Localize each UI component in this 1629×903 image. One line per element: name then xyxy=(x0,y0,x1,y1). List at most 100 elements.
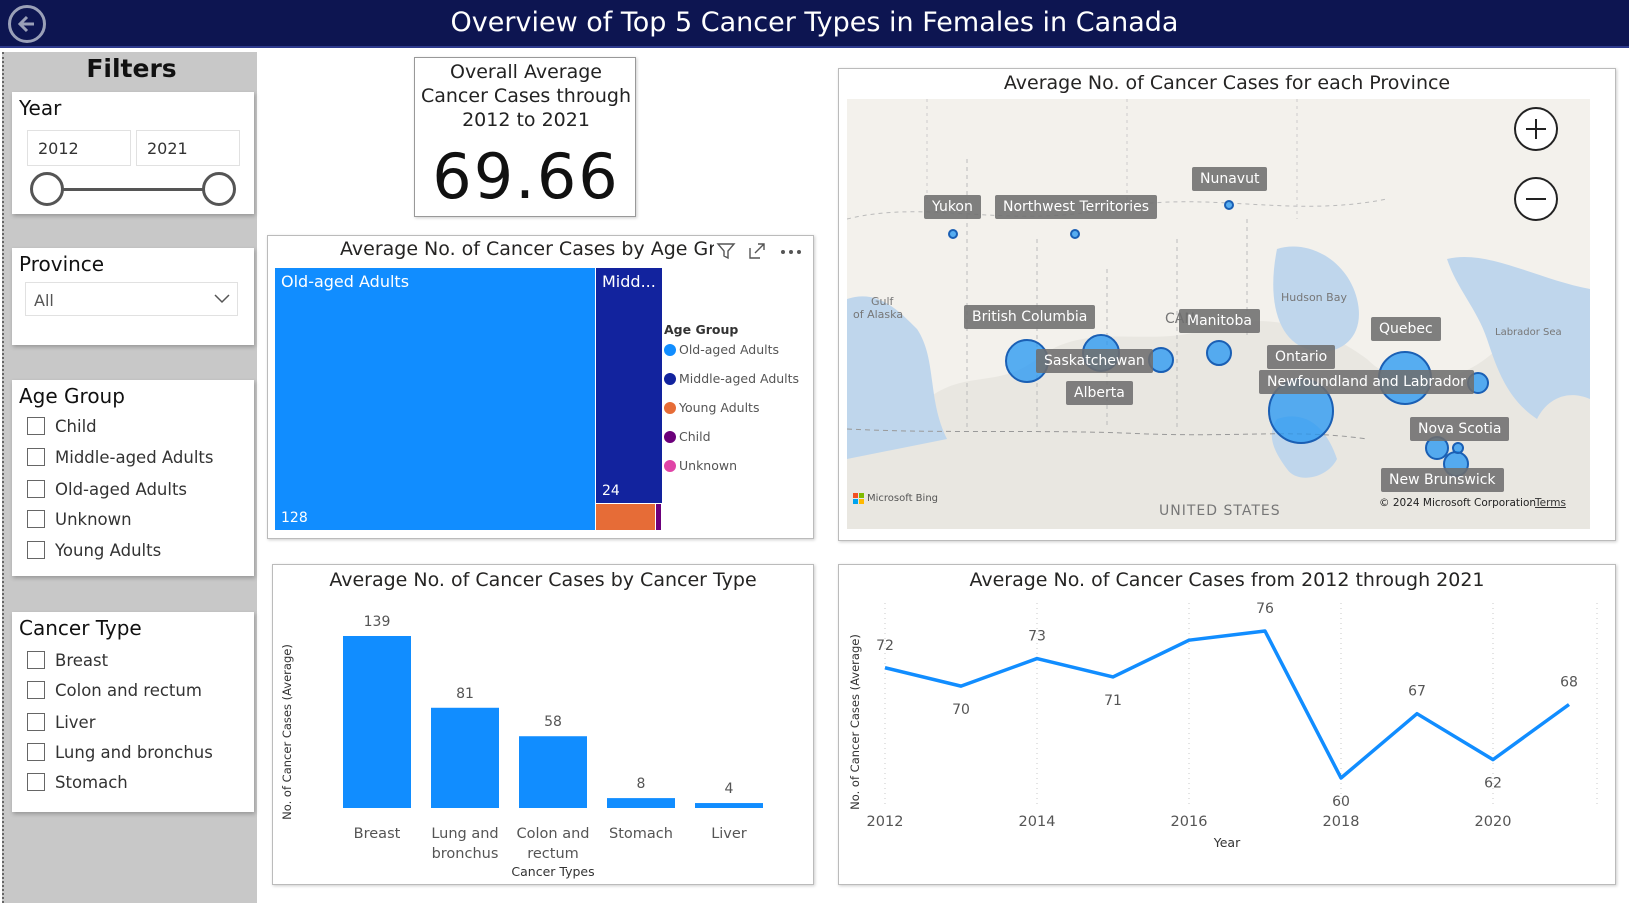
bar-value-label: 139 xyxy=(364,614,391,630)
checkbox-icon[interactable] xyxy=(27,651,45,669)
visual-header-toolbar xyxy=(714,240,813,262)
line-data-label: 70 xyxy=(952,702,970,718)
checkbox-icon[interactable] xyxy=(27,743,45,761)
age-option-middle-aged[interactable]: Middle-aged Adults xyxy=(27,445,214,469)
map-label-newfoundland[interactable]: Newfoundland and Labrador xyxy=(1259,370,1474,394)
map-label-quebec[interactable]: Quebec xyxy=(1371,317,1441,341)
more-options-icon[interactable] xyxy=(780,249,802,255)
page-title: Overview of Top 5 Cancer Types in Female… xyxy=(450,7,1179,38)
treemap-visual: Average No. of Cancer Cases by Age Grc O… xyxy=(267,235,814,539)
bubble-yukon[interactable] xyxy=(948,229,958,239)
treemap-tile-child[interactable] xyxy=(656,504,661,530)
age-group-slicer: Age Group Child Middle-aged Adults Old-a… xyxy=(12,380,254,576)
bar-category-label: bronchus xyxy=(432,846,499,862)
x-tick-label: 2012 xyxy=(867,814,904,830)
zoom-out-button[interactable] xyxy=(1514,177,1558,221)
line-data-label: 60 xyxy=(1332,794,1350,810)
minus-icon xyxy=(1526,198,1546,200)
bar[interactable] xyxy=(343,636,411,808)
cancer-type-slicer: Cancer Type Breast Colon and rectum Live… xyxy=(12,612,254,812)
bar[interactable] xyxy=(607,798,675,808)
age-option-unknown[interactable]: Unknown xyxy=(27,507,132,531)
checkbox-icon[interactable] xyxy=(27,480,45,498)
bar[interactable] xyxy=(431,707,499,808)
legend-item-unknown[interactable]: Unknown xyxy=(664,458,737,473)
x-tick-label: 2016 xyxy=(1171,814,1208,830)
bar[interactable] xyxy=(519,736,587,808)
bar[interactable] xyxy=(695,803,763,808)
year-slider-start-handle[interactable] xyxy=(30,172,64,206)
bubble-nunavut[interactable] xyxy=(1224,200,1234,210)
tile-label: Old-aged Adults xyxy=(281,272,410,291)
bar-category-label: Lung and xyxy=(431,826,498,842)
province-label: Province xyxy=(19,252,105,276)
cancer-option-colon[interactable]: Colon and rectum xyxy=(27,678,202,702)
checkbox-icon[interactable] xyxy=(27,510,45,528)
checkbox-icon[interactable] xyxy=(27,681,45,699)
province-dropdown[interactable]: All xyxy=(25,282,238,316)
legend-dot xyxy=(664,401,676,414)
bubble-manitoba[interactable] xyxy=(1206,340,1232,366)
map-label-british-columbia[interactable]: British Columbia xyxy=(964,305,1096,329)
map-terms-link[interactable]: Terms xyxy=(1535,497,1566,509)
legend-item-old-aged[interactable]: Old-aged Adults xyxy=(664,342,779,357)
zoom-in-button[interactable] xyxy=(1514,107,1558,151)
year-start-input[interactable]: 2012 xyxy=(27,130,131,166)
map-label-nwt[interactable]: Northwest Territories xyxy=(995,195,1158,219)
checkbox-icon[interactable] xyxy=(27,417,45,435)
year-slider-end-handle[interactable] xyxy=(202,172,236,206)
filter-icon[interactable] xyxy=(716,241,736,261)
cancer-option-lung[interactable]: Lung and bronchus xyxy=(27,740,213,764)
cancer-option-breast[interactable]: Breast xyxy=(27,648,108,672)
legend-dot xyxy=(664,343,676,356)
map-label-alberta[interactable]: Alberta xyxy=(1066,381,1133,405)
line-data-label: 76 xyxy=(1256,601,1274,617)
year-slider-track[interactable] xyxy=(44,188,226,191)
legend-item-child[interactable]: Child xyxy=(664,429,711,444)
checkbox-icon[interactable] xyxy=(27,713,45,731)
legend-dot xyxy=(664,459,676,472)
checkbox-icon[interactable] xyxy=(27,773,45,791)
age-option-child[interactable]: Child xyxy=(27,414,97,438)
map-label-ontario[interactable]: Ontario xyxy=(1267,345,1336,369)
back-arrow-icon[interactable] xyxy=(8,5,46,43)
chevron-down-icon xyxy=(214,294,230,304)
tile-value: 128 xyxy=(281,510,308,526)
map-title: Average No. of Cancer Cases for each Pro… xyxy=(1003,72,1451,94)
map-label-saskatchewan[interactable]: Saskatchewan xyxy=(1036,349,1153,373)
bubble-pei[interactable] xyxy=(1452,442,1464,454)
map-canvas[interactable]: Gulf of Alaska Hudson Bay Labrador Sea C… xyxy=(847,99,1590,529)
y-axis-title: No. of Cancer Cases (Average) xyxy=(280,644,294,820)
legend-item-middle-aged[interactable]: Middle-aged Adults xyxy=(664,371,799,386)
bar-value-label: 4 xyxy=(725,781,734,797)
legend-item-young-adults[interactable]: Young Adults xyxy=(664,400,759,415)
map-label-manitoba[interactable]: Manitoba xyxy=(1179,309,1260,333)
focus-mode-icon[interactable] xyxy=(748,242,766,260)
map-visual: Average No. of Cancer Cases for each Pro… xyxy=(838,68,1616,541)
cancer-option-liver[interactable]: Liver xyxy=(27,710,95,734)
tile-label: Midd... xyxy=(602,272,656,291)
legend-title: Age Group xyxy=(664,322,739,337)
treemap-tile-middle-aged[interactable]: Midd... 24 xyxy=(596,268,662,503)
age-option-young-adults[interactable]: Young Adults xyxy=(27,538,161,562)
map-label-nova-scotia[interactable]: Nova Scotia xyxy=(1410,417,1510,441)
map-label-nunavut[interactable]: Nunavut xyxy=(1192,167,1268,191)
map-label-new-brunswick[interactable]: New Brunswick xyxy=(1381,468,1504,492)
map-label-yukon[interactable]: Yukon xyxy=(924,195,981,219)
age-option-old-aged[interactable]: Old-aged Adults xyxy=(27,477,187,501)
bubble-nwt[interactable] xyxy=(1070,229,1080,239)
gulf-label: Gulf xyxy=(871,295,894,308)
checkbox-icon[interactable] xyxy=(27,541,45,559)
line-chart-plot: 2012 2014 2016 2018 2020 72 70 73 71 76 60 67 62 68 Ye… xyxy=(848,601,1598,850)
treemap-tile-old-aged[interactable]: Old-aged Adults 128 xyxy=(275,268,595,530)
treemap-tile-young-adults[interactable] xyxy=(596,504,655,530)
line-data-label: 67 xyxy=(1408,684,1426,700)
cancer-option-stomach[interactable]: Stomach xyxy=(27,770,128,794)
checkbox-icon[interactable] xyxy=(27,448,45,466)
title-bar: Overview of Top 5 Cancer Types in Female… xyxy=(0,0,1629,48)
y-axis-title: No. of Cancer Cases (Average) xyxy=(848,634,862,810)
bar-category-label: Liver xyxy=(711,826,747,842)
series-line[interactable] xyxy=(884,629,1571,780)
year-end-input[interactable]: 2021 xyxy=(136,130,240,166)
x-tick-label: 2018 xyxy=(1323,814,1360,830)
